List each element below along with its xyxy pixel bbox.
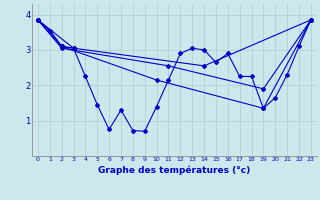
X-axis label: Graphe des températures (°c): Graphe des températures (°c) (98, 165, 251, 175)
